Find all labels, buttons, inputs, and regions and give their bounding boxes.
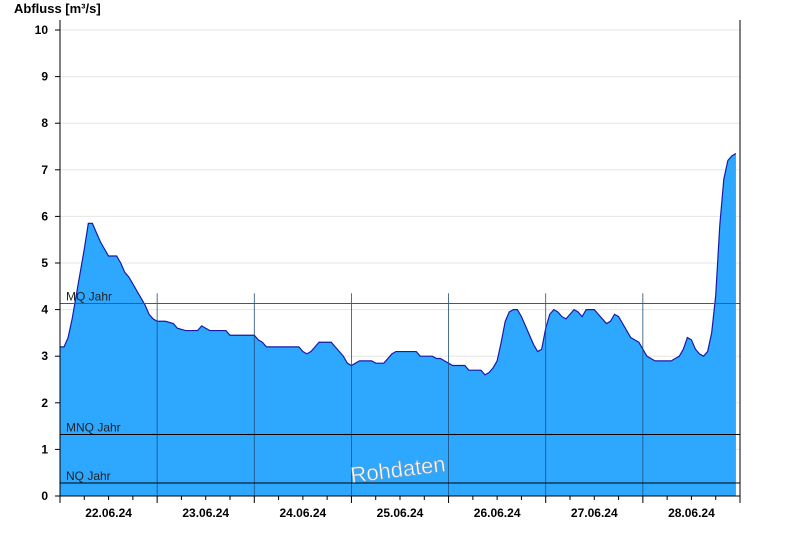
axes: 0 1 2 3 4 5 6 7 8 9 10 22.06.24 23.06.24 24.06.24 25.0… [35, 20, 741, 520]
y-axis-label: Abfluss [m³/s] [14, 1, 101, 16]
y-tick-label-8: 8 [41, 116, 48, 130]
y-tick-label-10: 10 [35, 23, 49, 37]
x-tick-label-3: 25.06.24 [377, 506, 424, 520]
plot-area [60, 152, 737, 497]
y-tick-label-6: 6 [41, 209, 48, 223]
y-tick-label-2: 2 [41, 396, 48, 410]
y-tick-label-9: 9 [41, 70, 48, 84]
y-tick-label-7: 7 [41, 163, 48, 177]
x-tick-label-1: 23.06.24 [182, 506, 229, 520]
y-tick-label-0: 0 [41, 489, 48, 503]
discharge-line [60, 152, 737, 376]
reference-lines: MQ Jahr MNQ Jahr NQ Jahr [60, 290, 740, 484]
x-tick-label-4: 26.06.24 [474, 506, 521, 520]
y-tick-label-3: 3 [41, 349, 48, 363]
y-tick-label-4: 4 [41, 303, 48, 317]
x-tick-label-2: 24.06.24 [279, 506, 326, 520]
x-tick-label-5: 27.06.24 [571, 506, 618, 520]
discharge-area [60, 153, 736, 497]
ref-label-2: NQ Jahr [66, 469, 111, 483]
x-tick-label-6: 28.06.24 [668, 506, 715, 520]
ref-label-0: MQ Jahr [66, 290, 112, 304]
y-tick-label-1: 1 [41, 442, 48, 456]
ref-label-1: MNQ Jahr [66, 420, 121, 434]
x-tick-label-0: 22.06.24 [85, 506, 132, 520]
y-tick-label-5: 5 [41, 256, 48, 270]
